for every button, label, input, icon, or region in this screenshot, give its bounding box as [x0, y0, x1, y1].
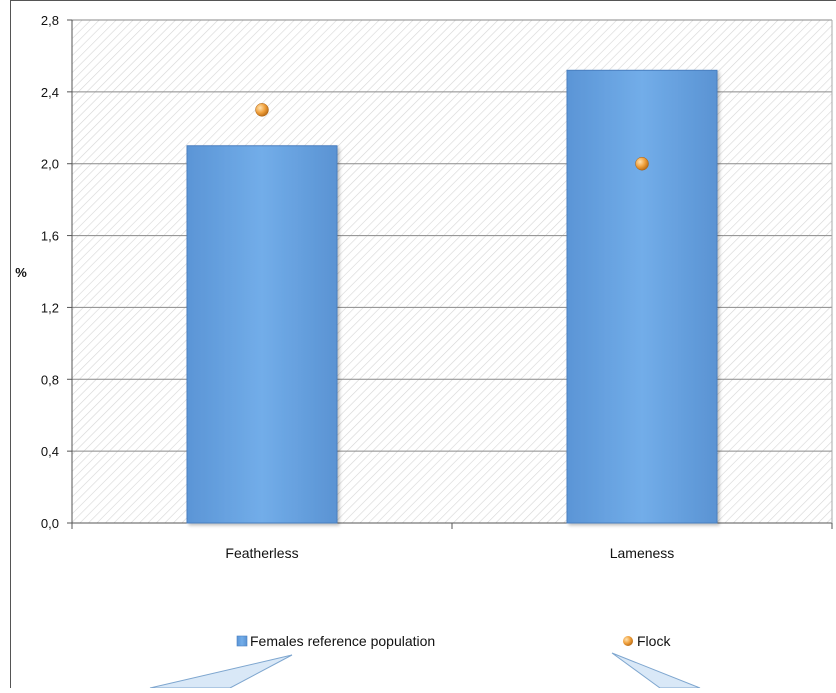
legend-swatch-bar: [237, 636, 247, 646]
legend: Females reference population Flock: [237, 633, 671, 649]
x-tick-label: Lameness: [610, 545, 675, 561]
bar: [187, 146, 337, 523]
x-tick-label: Featherless: [225, 545, 298, 561]
marker-point: [256, 103, 269, 116]
y-tick-labels: 0,0 0,4 0,8 1,2 1,6 2,0 2,4 2,8: [41, 13, 59, 531]
y-tick-label: 0,4: [41, 444, 59, 459]
callout-pointer-left: [150, 655, 292, 688]
y-tick-label: 2,0: [41, 157, 59, 172]
x-tick-labels: Featherless Lameness: [225, 545, 674, 561]
marker-point: [636, 157, 649, 170]
y-axis-label: %: [15, 265, 27, 280]
y-tick-label: 2,4: [41, 85, 59, 100]
plot-area: [72, 20, 832, 523]
y-tick-label: 1,6: [41, 229, 59, 244]
legend-swatch-marker: [623, 636, 633, 646]
y-tick-label: 0,8: [41, 372, 59, 387]
callout-pointer-right: [612, 653, 700, 688]
legend-label-marker: Flock: [637, 633, 671, 649]
legend-label-bar: Females reference population: [250, 633, 435, 649]
y-tick-label: 2,8: [41, 13, 59, 28]
y-tick-label: 1,2: [41, 300, 59, 315]
y-tick-label: 0,0: [41, 516, 59, 531]
bar: [567, 70, 717, 523]
